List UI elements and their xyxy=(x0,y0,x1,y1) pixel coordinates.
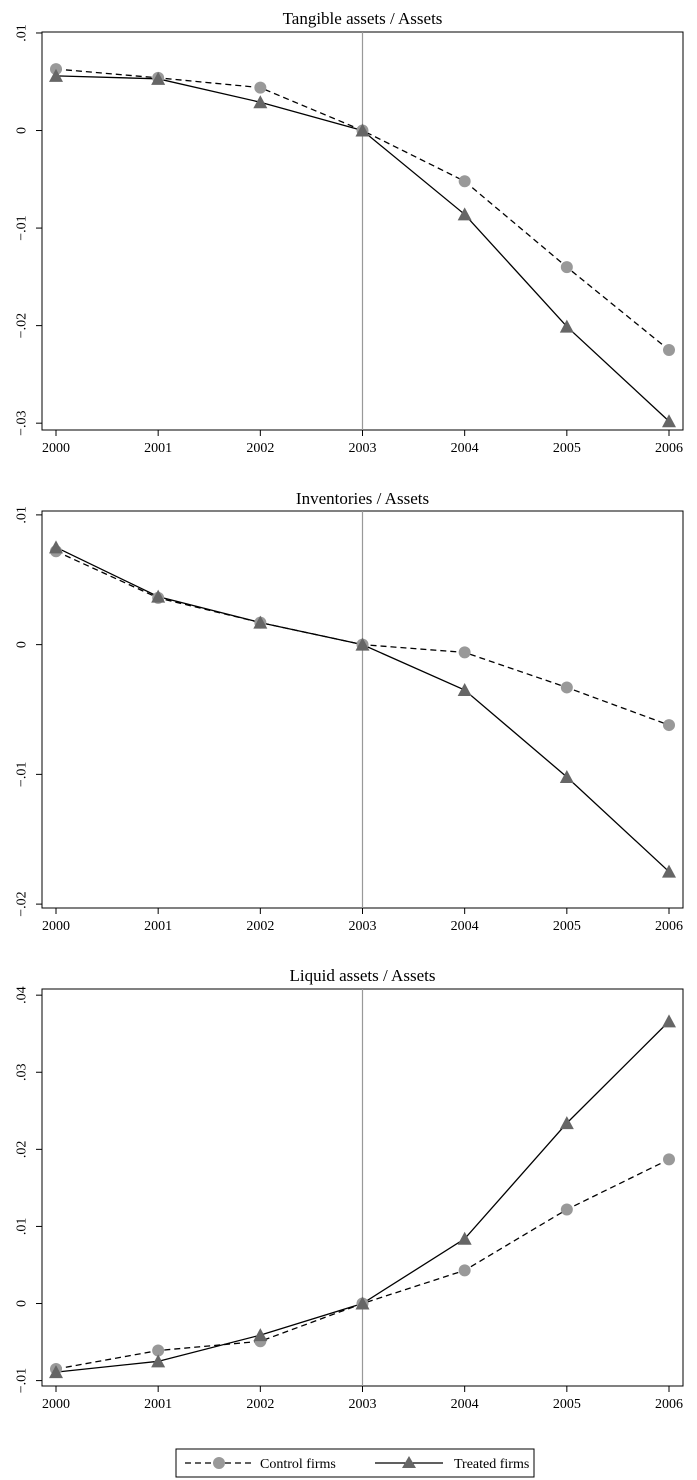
x-tick-label: 2002 xyxy=(246,441,274,456)
x-tick-label: 2006 xyxy=(655,919,683,934)
point-treated-firms xyxy=(355,637,370,651)
x-tick-label: 2001 xyxy=(144,441,172,456)
x-tick-label: 2000 xyxy=(42,441,70,456)
point-control-firms xyxy=(152,1344,165,1357)
point-control-firms xyxy=(560,261,573,274)
x-tick-label: 2002 xyxy=(246,1397,274,1412)
y-tick-label: .01 xyxy=(15,1218,30,1236)
x-tick-label: 2005 xyxy=(553,1397,581,1412)
point-treated-firms xyxy=(253,1328,268,1342)
panel-title: Tangible assets / Assets xyxy=(283,9,443,28)
x-tick-label: 2001 xyxy=(144,919,172,934)
y-tick-label: −.01 xyxy=(15,215,30,240)
y-tick-label: .01 xyxy=(15,506,30,524)
y-tick-label: −.01 xyxy=(15,762,30,787)
point-treated-firms xyxy=(253,615,268,629)
point-treated-firms xyxy=(49,540,63,554)
x-tick-label: 2004 xyxy=(451,1397,479,1412)
panel-3: Liquid assets / Assets .04 .03 .02 .01 0 −.01 2… xyxy=(15,966,684,1412)
point-control-firms xyxy=(663,719,675,732)
point-treated-firms xyxy=(49,68,63,82)
point-control-firms xyxy=(560,1203,573,1216)
x-tick-label: 2001 xyxy=(144,1397,172,1412)
x-tick-label: 2003 xyxy=(349,1397,377,1412)
point-treated-firms xyxy=(457,1231,472,1245)
point-control-firms xyxy=(663,344,675,357)
point-treated-firms xyxy=(151,589,166,603)
legend-treated-marker xyxy=(402,1456,416,1468)
x-tick-label: 2000 xyxy=(42,1397,70,1412)
x-tick-label: 2006 xyxy=(655,1397,683,1412)
y-tick-label: .04 xyxy=(15,986,30,1004)
legend-control-label: Control firms xyxy=(260,1457,336,1472)
point-treated-firms xyxy=(662,864,676,878)
y-tick-label: .02 xyxy=(15,1141,30,1159)
point-treated-firms xyxy=(457,207,472,221)
point-treated-firms xyxy=(151,1354,166,1368)
point-treated-firms xyxy=(559,1116,574,1130)
y-tick-label: −.03 xyxy=(15,410,30,435)
panel-1: Tangible assets / Assets .01 0 −.01 −.02 −.03… xyxy=(15,9,684,456)
panel-title: Liquid assets / Assets xyxy=(290,966,436,985)
x-tick-label: 2005 xyxy=(553,441,581,456)
x-tick-label: 2003 xyxy=(349,919,377,934)
y-tick-label: 0 xyxy=(15,127,30,134)
point-treated-firms xyxy=(559,769,574,783)
point-treated-firms xyxy=(662,414,676,428)
panel-2: Inventories / Assets .01 0 −.01 −.02 2000 2001… xyxy=(15,489,684,934)
y-tick-label: 0 xyxy=(15,1300,30,1307)
x-tick-label: 2002 xyxy=(246,919,274,934)
legend-treated-label: Treated firms xyxy=(454,1457,529,1472)
point-treated-firms xyxy=(151,71,166,85)
y-tick-label: −.01 xyxy=(15,1368,30,1393)
y-tick-label: .01 xyxy=(15,24,30,42)
panels: Tangible assets / Assets .01 0 −.01 −.02 −.03… xyxy=(15,9,684,1412)
point-treated-firms xyxy=(559,319,574,333)
y-tick-label: −.02 xyxy=(15,313,30,338)
y-tick-label: −.02 xyxy=(15,891,30,916)
x-tick-label: 2003 xyxy=(349,441,377,456)
point-control-firms xyxy=(663,1153,675,1166)
y-tick-label: .03 xyxy=(15,1064,30,1082)
point-treated-firms xyxy=(355,123,370,137)
x-tick-label: 2004 xyxy=(451,441,479,456)
point-treated-firms xyxy=(355,1296,370,1310)
point-control-firms xyxy=(458,1264,471,1277)
y-tick-label: 0 xyxy=(15,641,30,648)
point-treated-firms xyxy=(457,683,472,697)
x-tick-label: 2004 xyxy=(451,919,479,934)
point-control-firms xyxy=(560,681,573,694)
x-tick-label: 2000 xyxy=(42,919,70,934)
legend-control-marker xyxy=(213,1457,225,1469)
panel-title: Inventories / Assets xyxy=(296,489,429,508)
x-tick-label: 2006 xyxy=(655,441,683,456)
point-treated-firms xyxy=(253,95,268,109)
point-control-firms xyxy=(458,175,471,188)
legend: Control firms Treated firms xyxy=(175,1448,535,1478)
x-tick-label: 2005 xyxy=(553,919,581,934)
point-control-firms xyxy=(254,81,267,94)
point-treated-firms xyxy=(49,1365,63,1379)
point-control-firms xyxy=(458,646,471,659)
point-treated-firms xyxy=(662,1014,676,1028)
